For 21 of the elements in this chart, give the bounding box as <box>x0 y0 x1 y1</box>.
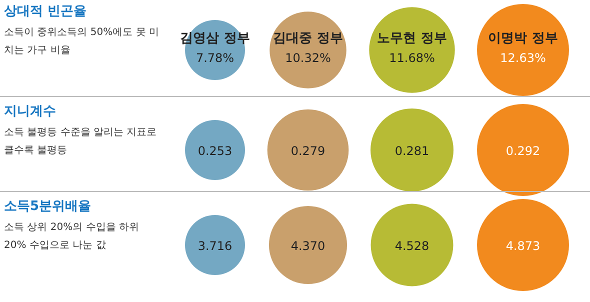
data-label: 4.873 <box>506 239 540 253</box>
data-label: 0.292 <box>506 144 540 158</box>
text: 소득5분위배율 <box>4 198 92 215</box>
data-label: 0.281 <box>394 144 430 158</box>
text: 지니계수 <box>4 103 56 120</box>
data-label: 4.528 <box>394 239 430 253</box>
text: 소득 불평등 수준을 알리는 지표로 클수록 불평등 <box>4 126 158 158</box>
data-label: 7.78% <box>196 51 234 65</box>
data-label: 0.253 <box>198 144 232 158</box>
data-label: 10.32% <box>285 51 331 65</box>
text: 소득이 중위소득의 50%에도 못 미치는 가구 비율 <box>4 26 160 58</box>
category-label: 이명박 정부 <box>488 31 558 46</box>
data-label: 11.68% <box>389 51 435 65</box>
text: 상대적 빈곤율 <box>4 3 87 20</box>
data-label: 0.279 <box>290 144 326 158</box>
data-label: 12.63% <box>500 51 546 65</box>
data-label: 3.716 <box>198 239 232 253</box>
data-label: 4.370 <box>290 239 326 253</box>
category-label: 노무현 정부 <box>377 31 447 46</box>
category-label: 김대중 정부 <box>273 31 343 46</box>
text: 소득 상위 20%의 수입을 하위 20% 수입으로 나눈 값 <box>4 221 140 253</box>
